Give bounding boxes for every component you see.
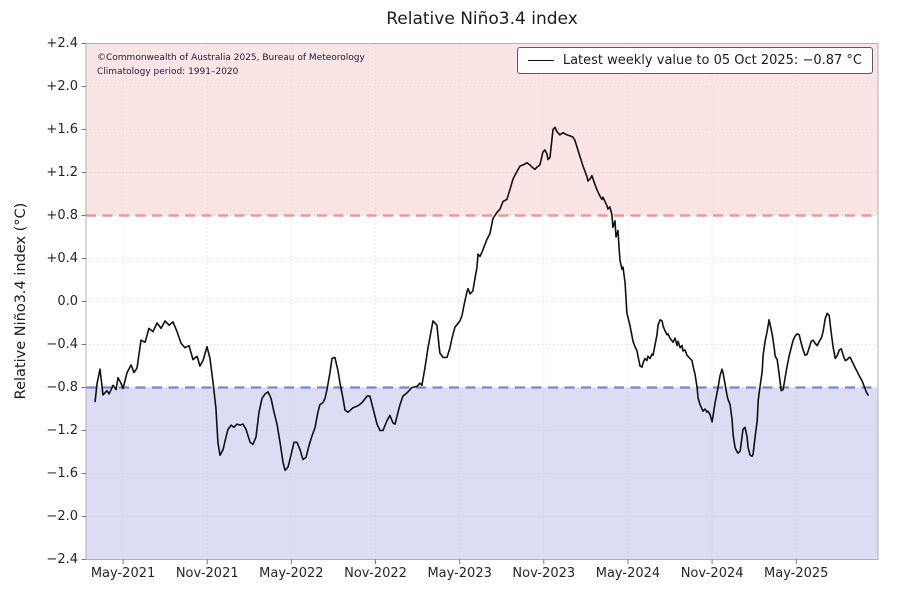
chart-title: Relative Niño3.4 index: [386, 9, 578, 29]
y-tick-label: −2.0: [46, 508, 78, 524]
x-tick-label: May-2024: [595, 565, 661, 581]
x-tick-label: Nov-2024: [680, 565, 744, 581]
y-axis-label: Relative Niño3.4 index (°C): [13, 202, 29, 400]
y-tick-label: +1.2: [46, 164, 78, 180]
y-tick-label: +1.6: [46, 121, 78, 137]
y-tick-label: −0.8: [46, 379, 78, 395]
y-tick-label: −0.4: [46, 336, 78, 352]
legend-box: Latest weekly value to 05 Oct 2025: −0.8…: [516, 47, 873, 74]
y-tick-label: −2.4: [46, 551, 78, 567]
y-tick-label: −1.2: [46, 422, 78, 438]
y-tick-label: +2.0: [46, 78, 78, 94]
copyright-annotation: ©Commonwealth of Australia 2025, Bureau …: [97, 51, 365, 79]
x-tick-label: May-2021: [90, 565, 156, 581]
x-tick-label: May-2022: [259, 565, 324, 581]
legend-label: Latest weekly value to 05 Oct 2025: −0.8…: [562, 53, 862, 68]
y-tick-label: +0.4: [46, 250, 78, 266]
x-tick-label: Nov-2023: [512, 565, 576, 581]
y-tick-label: −1.6: [46, 465, 78, 481]
x-tick-label: Nov-2022: [344, 565, 407, 581]
copyright-line-1: ©Commonwealth of Australia 2025, Bureau …: [97, 53, 365, 63]
copyright-line-2: Climatology period: 1991–2020: [97, 67, 239, 77]
y-tick-label: 0.0: [57, 293, 78, 309]
legend-line-sample-icon: [527, 60, 554, 61]
y-tick-label: +0.8: [46, 207, 78, 223]
x-tick-label: Nov-2021: [175, 565, 239, 581]
weekly-index-line: [94, 126, 869, 472]
y-tick-label: +2.4: [46, 35, 78, 51]
x-tick-label: May-2023: [427, 565, 492, 581]
x-tick-label: May-2025: [764, 565, 829, 581]
